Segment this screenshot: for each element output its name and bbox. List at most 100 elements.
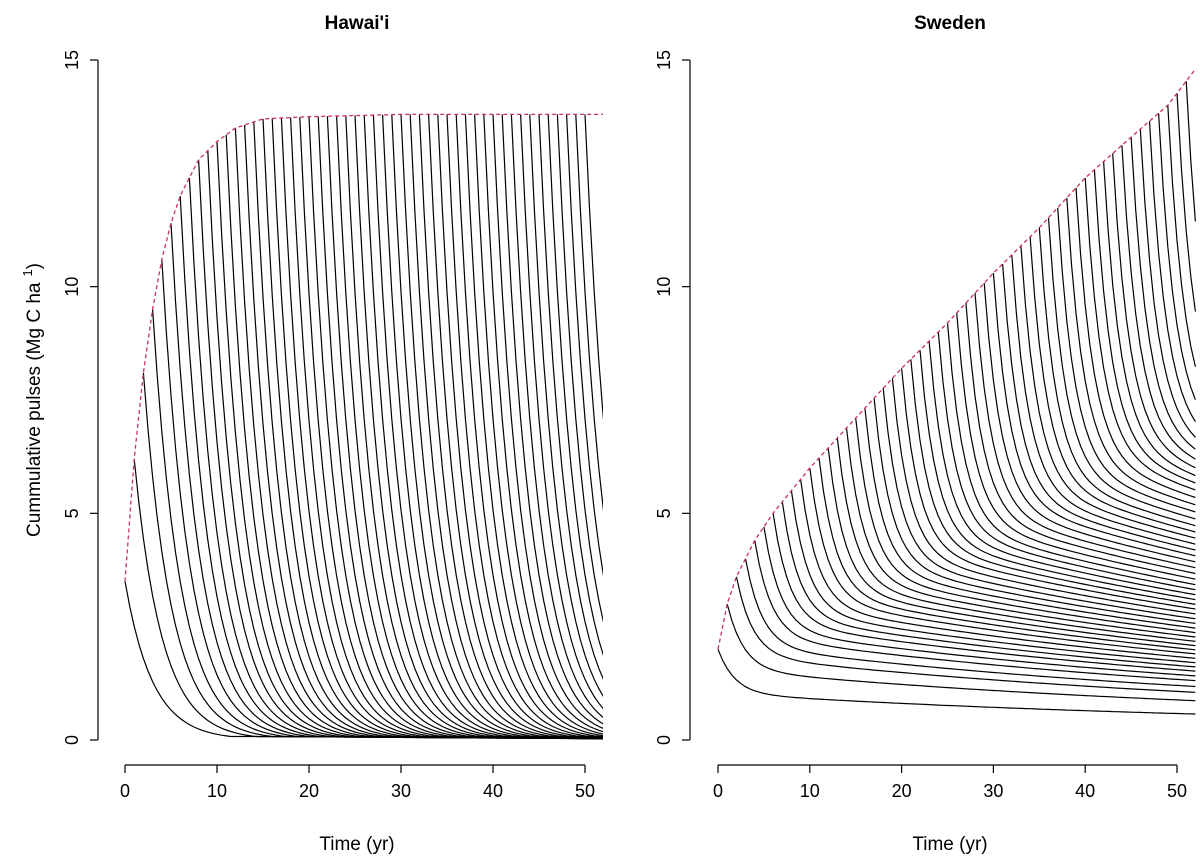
pulse-curve xyxy=(1121,145,1196,460)
pulse-curve xyxy=(409,114,603,740)
y-tick-label: 0 xyxy=(62,735,82,745)
pulse-curve xyxy=(207,150,603,738)
pulse-curve xyxy=(483,114,603,733)
pulse-curve xyxy=(928,341,1196,596)
total-stock-line xyxy=(124,113,603,582)
axes: 0 5 10 15 0 10 20 30 40 50 xyxy=(654,50,1187,801)
pulse-curve xyxy=(946,322,1196,586)
pulse-curve xyxy=(547,114,603,656)
pulse-curve xyxy=(584,114,603,419)
pulse-curve xyxy=(1167,105,1196,367)
pulse-curve xyxy=(1075,187,1196,499)
pulse-curve xyxy=(446,114,603,739)
y-tick-label: 10 xyxy=(62,277,82,297)
panel-title: Sweden xyxy=(914,13,986,34)
y-tick-label: 5 xyxy=(62,508,82,518)
x-axis-label: Time (yr) xyxy=(319,834,394,855)
pulse-curve xyxy=(901,368,1196,610)
pulse-curve xyxy=(1139,129,1196,438)
pulse-curve xyxy=(1112,153,1196,469)
pulse-curve xyxy=(464,114,603,737)
pulse-curve xyxy=(142,372,603,738)
pulse-curve xyxy=(965,302,1196,575)
pulse-curve xyxy=(864,408,1196,629)
panel-title: Hawai'i xyxy=(325,13,390,34)
pulse-curve xyxy=(253,121,603,739)
pulse-curve xyxy=(974,292,1196,569)
pulse-curve xyxy=(501,114,603,725)
pulse-curve xyxy=(1103,161,1196,477)
y-axis-label-text: Cummulative pulses (Mg C ha xyxy=(24,282,45,537)
pulse-curve xyxy=(1038,227,1196,527)
pulse-curve xyxy=(836,438,1196,642)
pulse-curve xyxy=(437,114,603,739)
y-axis-label-superscript: 1 xyxy=(20,269,35,276)
pulse-curve xyxy=(1185,81,1196,222)
x-tick-label: 0 xyxy=(120,781,130,801)
pulse-curve xyxy=(937,331,1196,591)
pulse-curve xyxy=(726,603,1196,702)
pulse-curve xyxy=(234,127,603,738)
panel-hawaii: Hawai'i 0 5 10 15 0 10 20 30 40 50 Time (yr) Cumm… xyxy=(20,13,603,855)
y-axis-label-close: ) xyxy=(24,263,45,269)
pulse-curve xyxy=(818,457,1196,651)
y-tick-label: 15 xyxy=(62,50,82,70)
x-tick-label: 30 xyxy=(983,781,1003,801)
pulse-curve xyxy=(919,350,1196,601)
x-tick-label: 40 xyxy=(1075,781,1095,801)
pulse-curve xyxy=(735,576,1196,693)
pulse-curve xyxy=(510,114,603,719)
pulse-curve xyxy=(418,114,603,740)
pulse-curve xyxy=(492,114,603,729)
pulse-curve xyxy=(800,479,1196,659)
pulse-curve xyxy=(809,467,1196,655)
pulse-curve xyxy=(428,114,603,740)
x-axis-label: Time (yr) xyxy=(912,834,987,855)
pulse-curve xyxy=(345,115,603,739)
x-tick-label: 40 xyxy=(483,781,503,801)
pulse-curve xyxy=(308,116,603,739)
pulse-curve xyxy=(781,501,1196,668)
pulse-curve xyxy=(790,490,1196,664)
pulse-curve xyxy=(891,378,1196,615)
pulse-curve xyxy=(1093,169,1196,484)
pulse-curve xyxy=(529,114,603,697)
pulse-curve xyxy=(1130,137,1196,450)
pulse-curve xyxy=(1047,217,1196,520)
y-tick-label: 0 xyxy=(654,735,674,745)
pulse-curve xyxy=(1002,263,1196,551)
pulse-curve xyxy=(520,114,603,710)
pulse-curve xyxy=(575,114,603,510)
y-tick-label: 5 xyxy=(654,508,674,518)
pulse-curve xyxy=(1057,207,1196,513)
pulse-curve xyxy=(983,282,1196,563)
pulse-curve xyxy=(566,114,603,576)
pulse-curve xyxy=(170,223,603,738)
pulse-curve xyxy=(556,114,603,622)
pulse-curve xyxy=(717,649,1196,715)
axes: 0 5 10 15 0 10 20 30 40 50 xyxy=(62,50,595,801)
panel-sweden: Sweden 0 5 10 15 0 10 20 30 40 50 Time (yr) xyxy=(654,13,1196,855)
x-tick-label: 50 xyxy=(1167,781,1187,801)
pulse-curves xyxy=(124,114,603,740)
pulse-curve xyxy=(882,388,1196,620)
x-tick-label: 0 xyxy=(713,781,723,801)
pulse-curve xyxy=(1158,113,1196,400)
pulse-curve xyxy=(744,558,1196,688)
pulse-curve xyxy=(855,418,1196,634)
pulse-curve xyxy=(538,114,603,680)
pulse-curve xyxy=(474,114,603,735)
pulse-curve xyxy=(992,273,1196,557)
total-stock-line xyxy=(717,68,1196,650)
pulse-curve xyxy=(754,540,1196,682)
pulse-curve xyxy=(1066,197,1196,506)
pulse-curve xyxy=(845,428,1196,638)
pulse-curve xyxy=(1176,93,1196,312)
total-stock-curve xyxy=(717,68,1196,650)
y-tick-label: 10 xyxy=(654,277,674,297)
pulse-curve xyxy=(910,359,1196,605)
x-tick-label: 10 xyxy=(800,781,820,801)
pulse-curve xyxy=(1148,121,1196,423)
pulse-curve xyxy=(763,526,1196,677)
x-tick-label: 20 xyxy=(299,781,319,801)
